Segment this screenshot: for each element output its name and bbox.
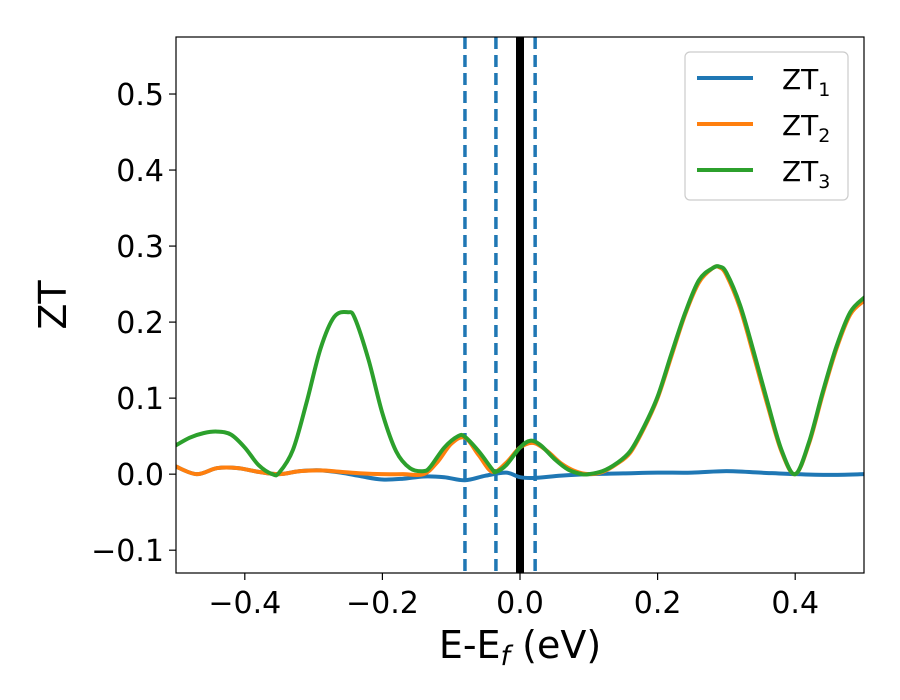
legend-label-zt3: ZT3 [782,155,830,193]
series-line-zt3 [176,264,864,478]
y-axis-label: ZT [31,280,75,330]
legend: ZT1 ZT2 ZT3 [684,51,849,201]
x-tick-label: 0.0 [496,586,544,621]
y-tick-label: −0.1 [91,534,164,569]
x-axis-label: E-Ef (eV) [439,623,601,672]
y-tick-label: 0.0 [116,458,164,493]
series-lines [176,264,864,483]
x-tick-label: −0.4 [208,586,281,621]
y-tick-label: 0.4 [116,154,164,189]
y-tick-label: 0.3 [116,230,164,265]
y-axis-ticks: −0.1 0.0 0.1 0.2 0.3 0.4 0.5 [91,78,176,569]
x-tick-label: 0.4 [771,586,819,621]
legend-label-zt1: ZT1 [782,63,830,101]
y-tick-label: 0.5 [116,78,164,113]
y-tick-label: 0.2 [116,306,164,341]
vertical-reference-lines [463,37,537,573]
y-tick-label: 0.1 [116,382,164,417]
x-tick-label: −0.2 [346,586,419,621]
legend-box [684,51,849,201]
x-axis-ticks: −0.4 −0.2 0.0 0.2 0.4 [208,573,819,621]
x-tick-label: 0.2 [634,586,682,621]
legend-label-zt2: ZT2 [782,109,830,147]
